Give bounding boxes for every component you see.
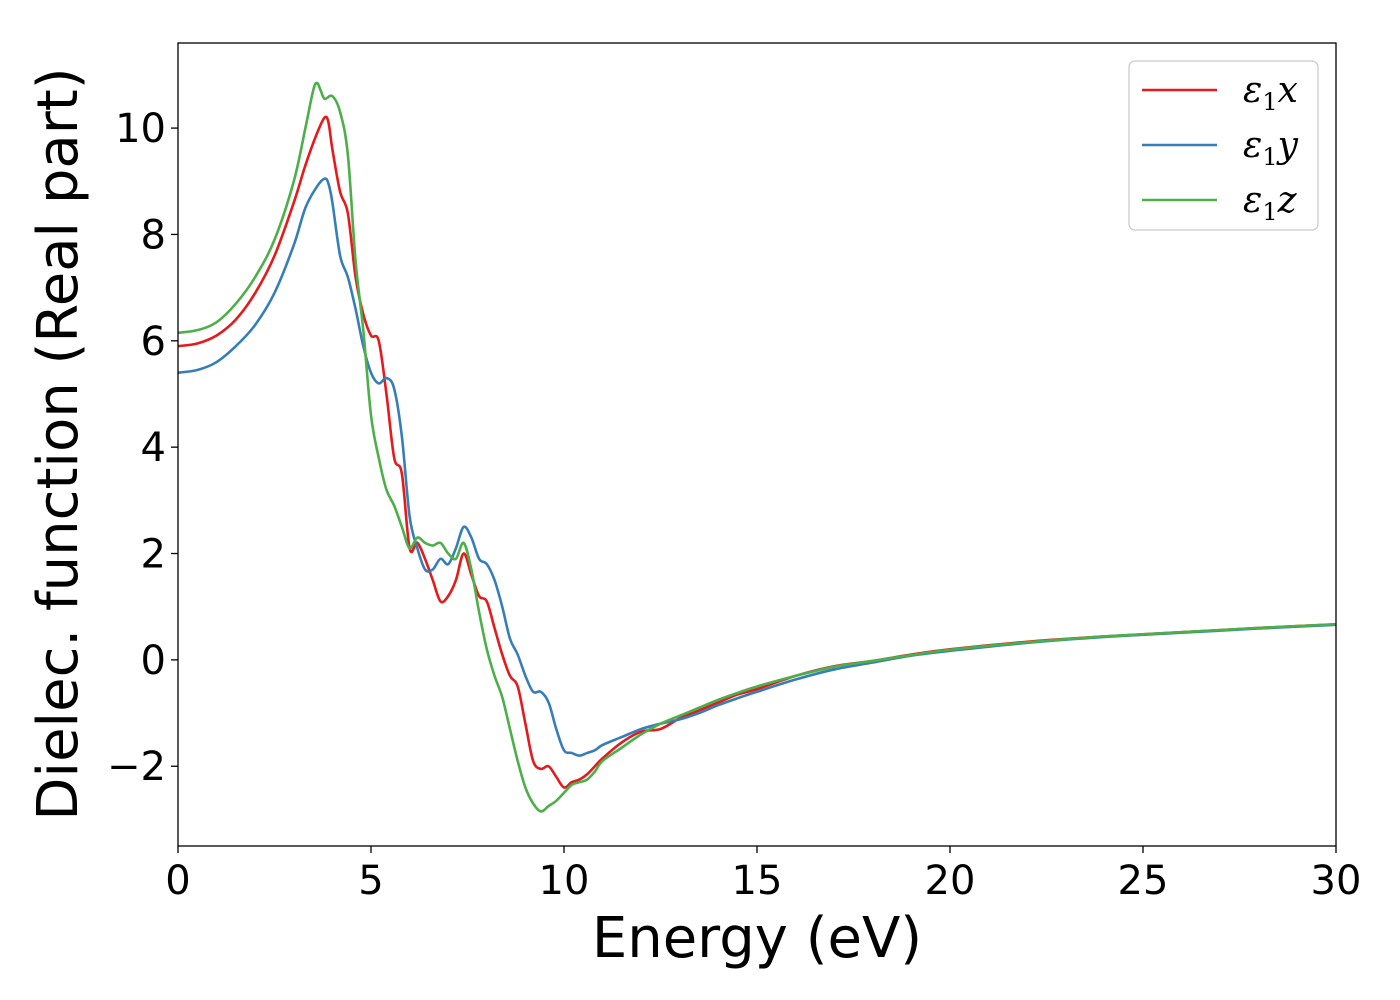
y-tick-label: 4 (141, 425, 166, 471)
y-tick-label: 6 (141, 319, 166, 365)
legend-box (1128, 60, 1319, 231)
y-tick-label: −2 (107, 744, 166, 790)
y-axis-ticks: −2 0 2 4 6 8 10 (107, 106, 178, 790)
legend-label-x: ε1x (1243, 70, 1298, 116)
y-tick-label: 0 (141, 638, 166, 684)
x-tick-label: 0 (165, 858, 190, 904)
y-tick-label: 8 (141, 212, 166, 258)
x-tick-label: 15 (732, 858, 783, 904)
series-line-z (178, 81, 1336, 813)
x-tick-label: 30 (1311, 858, 1362, 904)
y-axis-label: Dielec. function (Real part) (26, 67, 91, 820)
x-tick-label: 20 (925, 858, 976, 904)
legend: ε1x ε1y ε1z (1128, 60, 1319, 231)
y-tick-label: 2 (141, 532, 166, 578)
series-line-y (178, 177, 1336, 757)
y-tick-label: 10 (115, 106, 166, 152)
legend-label-z: ε1z (1243, 180, 1298, 226)
x-axis-ticks: 0 5 10 15 20 25 30 (165, 846, 1361, 904)
series-lines (178, 81, 1336, 813)
x-tick-label: 5 (358, 858, 383, 904)
x-tick-label: 10 (539, 858, 590, 904)
legend-label-y: ε1y (1243, 125, 1299, 171)
series-line-x (178, 115, 1336, 789)
x-axis-label: Energy (eV) (592, 906, 922, 971)
x-tick-label: 25 (1118, 858, 1169, 904)
